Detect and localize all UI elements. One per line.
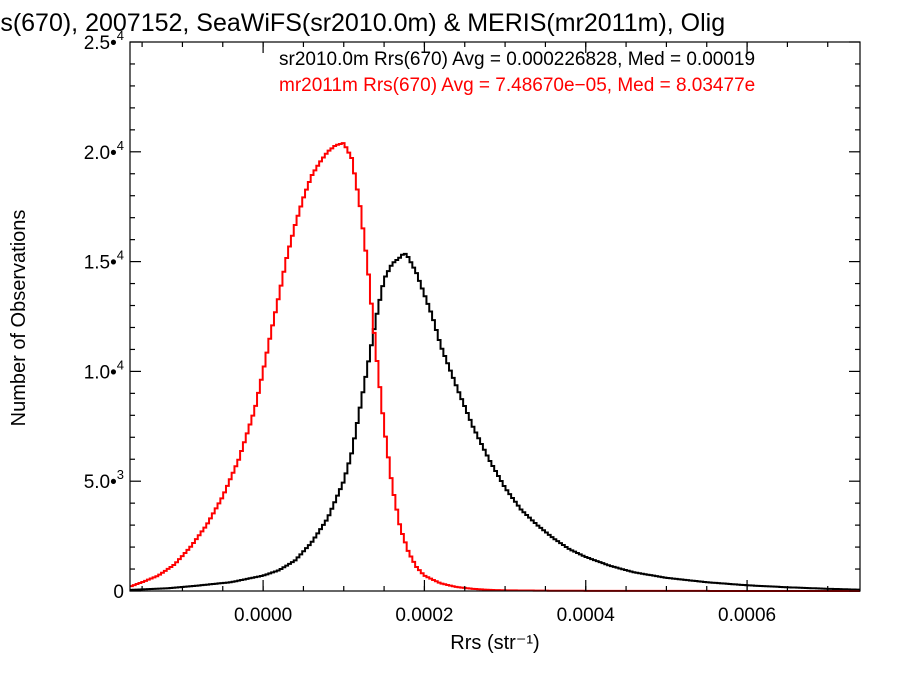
chart-title: rs(670), 2007152, SeaWiFS(sr2010.0m) & M… (0, 9, 725, 37)
x-tick-label: 0.0004 (557, 605, 616, 626)
y-axis-label: Number of Observations (8, 210, 30, 427)
series-line-1 (130, 142, 860, 592)
series-line-0 (130, 252, 860, 591)
plot-area: 0.0000 0.0002 0.0004 0.0006 0 5.0•3 1.0•4 1.5•4… (84, 28, 861, 626)
y-tick-label: 2.5•4 (84, 28, 124, 54)
plot-frame (129, 41, 861, 592)
x-tick-label: 0.0002 (395, 605, 453, 626)
y-tick-label: 1.0•4 (84, 357, 124, 383)
ticks-layer: 0.0000 0.0002 0.0004 0.0006 0 5.0•3 1.0•4 1.5•4… (84, 28, 860, 626)
annotations: sr2010.0m Rrs(670) Avg = 0.000226828, Me… (279, 49, 755, 96)
annotation-mr2011: mr2011m Rrs(670) Avg = 7.48670e−05, Med … (279, 75, 755, 96)
y-tick-label: 2.0•4 (84, 138, 124, 164)
y-tick-label: 5.0•3 (84, 467, 124, 493)
annotation-sr2010: sr2010.0m Rrs(670) Avg = 0.000226828, Me… (279, 49, 755, 70)
x-axis-label: Rrs (str⁻¹) (450, 632, 539, 654)
x-tick-label: 0.0006 (718, 605, 776, 626)
y-tick-label: 1.5•4 (84, 248, 124, 274)
y-tick-label: 0 (113, 582, 124, 603)
series-layer (130, 142, 860, 592)
x-tick-label: 0.0000 (234, 605, 292, 626)
